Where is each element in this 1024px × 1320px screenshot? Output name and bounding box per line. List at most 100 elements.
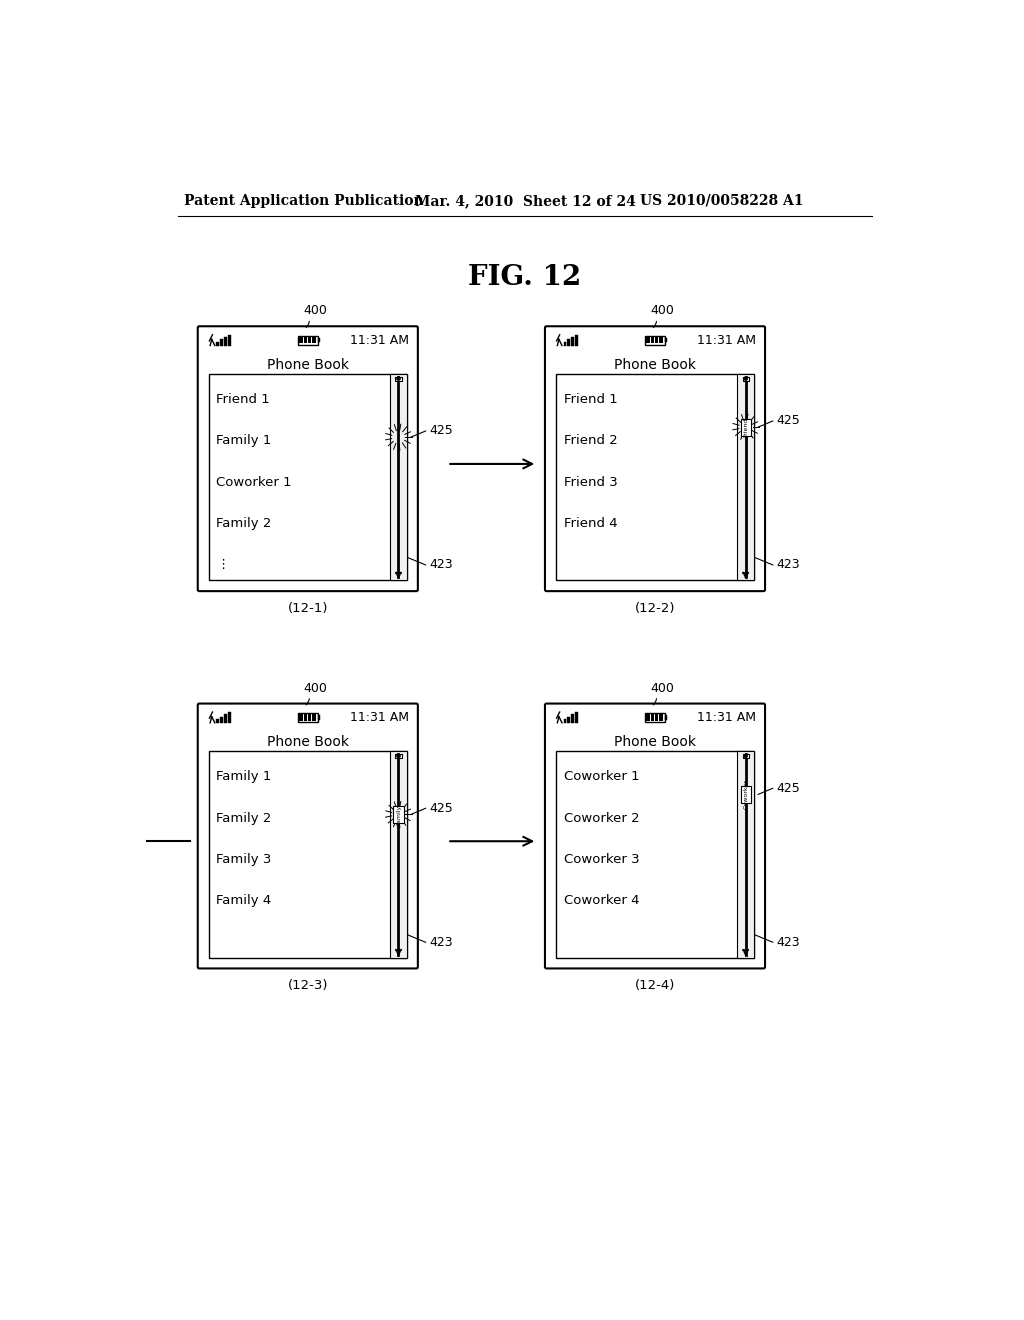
Bar [209, 374, 407, 581]
Text: 423: 423 [776, 558, 801, 572]
Bar [571, 714, 574, 723]
Text: (12-4): (12-4) [635, 979, 675, 991]
Text: US 2010/0058228 A1: US 2010/0058228 A1 [640, 194, 803, 207]
Text: Family 2: Family 2 [216, 517, 271, 529]
Bar [303, 714, 307, 721]
Text: 11:31 AM: 11:31 AM [349, 711, 409, 723]
Text: Family 1: Family 1 [216, 771, 271, 783]
Text: Friend 2: Friend 2 [563, 434, 617, 447]
Text: Friend 1: Friend 1 [216, 393, 270, 407]
Bar [567, 717, 570, 723]
Text: 425: 425 [776, 414, 801, 428]
Bar [650, 337, 654, 343]
Bar [308, 337, 311, 343]
Circle shape [396, 376, 400, 380]
FancyBboxPatch shape [545, 704, 765, 969]
Text: 425: 425 [429, 801, 454, 814]
Bar [571, 337, 574, 346]
Bar [567, 339, 570, 346]
Text: 400: 400 [651, 681, 675, 694]
Text: Coworker 4: Coworker 4 [563, 894, 639, 907]
Bar [228, 711, 230, 723]
Text: 400: 400 [303, 681, 328, 694]
Bar [393, 807, 403, 822]
Text: Friend 1: Friend 1 [563, 393, 617, 407]
Bar [556, 751, 755, 958]
Bar [317, 715, 321, 719]
Bar [645, 713, 665, 722]
Text: 425: 425 [776, 781, 801, 795]
Text: Family: Family [396, 804, 401, 825]
Bar [390, 751, 407, 958]
Bar [220, 339, 223, 346]
Bar [645, 335, 665, 345]
Text: (12-1): (12-1) [288, 602, 328, 615]
Text: 11:31 AM: 11:31 AM [696, 711, 756, 723]
Bar [659, 337, 663, 343]
Bar [395, 755, 401, 758]
Text: Coworker 1: Coworker 1 [563, 771, 639, 783]
Circle shape [396, 754, 400, 758]
Text: Patent Application Publication: Patent Application Publication [183, 194, 424, 207]
Text: Family 4: Family 4 [216, 894, 271, 907]
Bar [298, 335, 317, 345]
Bar [575, 711, 578, 723]
Bar [655, 337, 658, 343]
Bar [665, 715, 668, 719]
Bar [740, 785, 751, 803]
Text: ⋮: ⋮ [216, 558, 229, 572]
Text: Family 1: Family 1 [216, 434, 271, 447]
Text: Coworker 1: Coworker 1 [216, 475, 292, 488]
Bar [556, 374, 755, 581]
Text: Family 2: Family 2 [216, 812, 271, 825]
Bar [317, 338, 321, 342]
Text: Phone Book: Phone Book [267, 735, 349, 748]
Bar [575, 335, 578, 346]
Text: Coworker 2: Coworker 2 [563, 812, 639, 825]
Bar [563, 342, 566, 346]
Bar [737, 751, 755, 958]
Text: Family 3: Family 3 [216, 853, 271, 866]
Bar [659, 714, 663, 721]
Text: Phone Book: Phone Book [267, 358, 349, 372]
Bar [299, 714, 303, 721]
Bar [303, 337, 307, 343]
Bar [216, 719, 219, 723]
Text: Coworker: Coworker [743, 780, 749, 809]
Text: Friend: Friend [743, 417, 749, 437]
Bar [646, 337, 650, 343]
Bar [742, 755, 749, 758]
Text: 423: 423 [776, 936, 801, 949]
Bar [224, 714, 226, 723]
Bar [216, 342, 219, 346]
Text: 400: 400 [303, 305, 328, 317]
FancyBboxPatch shape [545, 326, 765, 591]
Bar [742, 378, 749, 381]
Bar [224, 337, 226, 346]
Text: Friend 4: Friend 4 [563, 517, 617, 529]
Bar [737, 374, 755, 581]
Text: 11:31 AM: 11:31 AM [349, 334, 409, 347]
FancyBboxPatch shape [198, 704, 418, 969]
Text: Mar. 4, 2010  Sheet 12 of 24: Mar. 4, 2010 Sheet 12 of 24 [415, 194, 636, 207]
Bar [312, 337, 315, 343]
Text: 423: 423 [429, 558, 453, 572]
Bar [209, 751, 407, 958]
Bar [563, 719, 566, 723]
Text: Phone Book: Phone Book [614, 358, 696, 372]
Bar [655, 714, 658, 721]
Text: 423: 423 [429, 936, 453, 949]
Text: (12-3): (12-3) [288, 979, 328, 991]
Bar [646, 714, 650, 721]
Bar [395, 378, 401, 381]
Bar [740, 418, 751, 436]
Text: FIG. 12: FIG. 12 [468, 264, 582, 292]
Bar [312, 714, 315, 721]
Text: 11:31 AM: 11:31 AM [696, 334, 756, 347]
Bar [298, 713, 317, 722]
Circle shape [743, 754, 748, 758]
Text: Coworker 3: Coworker 3 [563, 853, 639, 866]
Bar [228, 335, 230, 346]
Circle shape [743, 376, 748, 380]
Bar [220, 717, 223, 723]
